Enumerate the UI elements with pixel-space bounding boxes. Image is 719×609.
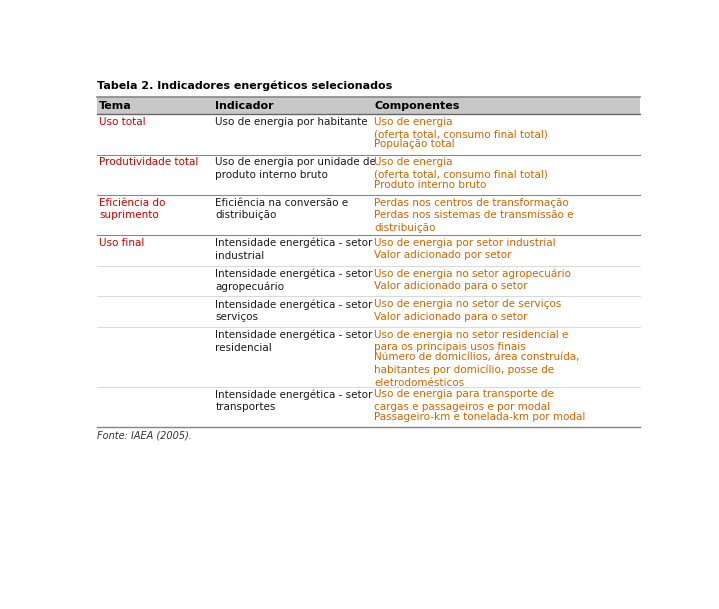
Text: Intensidade energética - setor
industrial: Intensidade energética - setor industria… — [215, 238, 372, 261]
Text: Tema: Tema — [99, 100, 132, 111]
Text: Uso de energia por setor industrial: Uso de energia por setor industrial — [374, 238, 556, 248]
Text: Número de domicílios, área construída,
habitantes por domicílio, posse de
eletro: Número de domicílios, área construída, h… — [374, 352, 580, 387]
Text: Componentes: Componentes — [374, 100, 459, 111]
Text: Perdas nos centros de transformação: Perdas nos centros de transformação — [374, 198, 569, 208]
Text: Uso de energia por habitante: Uso de energia por habitante — [215, 117, 368, 127]
Text: Intensidade energética - setor
serviços: Intensidade energética - setor serviços — [215, 299, 372, 322]
Text: Uso de energia
(oferta total, consumo final total): Uso de energia (oferta total, consumo fi… — [374, 158, 548, 180]
Bar — [96, 97, 641, 114]
Text: Uso de energia para transporte de
cargas e passageiros e por modal: Uso de energia para transporte de cargas… — [374, 389, 554, 412]
Text: Perdas nos sistemas de transmissão e
distribuição: Perdas nos sistemas de transmissão e dis… — [374, 210, 574, 233]
Text: Uso de energia no setor residencial e
para os principais usos finais: Uso de energia no setor residencial e pa… — [374, 330, 569, 353]
Text: Uso de energia por unidade de
produto interno bruto: Uso de energia por unidade de produto in… — [215, 158, 376, 180]
Text: Uso de energia
(oferta total, consumo final total): Uso de energia (oferta total, consumo fi… — [374, 117, 548, 139]
Text: Eficiência do
suprimento: Eficiência do suprimento — [99, 198, 165, 220]
Text: Valor adicionado por setor: Valor adicionado por setor — [374, 250, 511, 261]
Text: Uso total: Uso total — [99, 117, 146, 127]
Text: Eficiência na conversão e
distribuição: Eficiência na conversão e distribuição — [215, 198, 349, 220]
Text: Produtividade total: Produtividade total — [99, 158, 198, 167]
Text: Fonte: IAEA (2005).: Fonte: IAEA (2005). — [96, 431, 191, 441]
Text: Intensidade energética - setor
transportes: Intensidade energética - setor transport… — [215, 389, 372, 412]
Text: Passageiro-km e tonelada-km por modal: Passageiro-km e tonelada-km por modal — [374, 412, 585, 421]
Text: População total: População total — [374, 139, 454, 149]
Text: Uso de energia no setor agropecuário: Uso de energia no setor agropecuário — [374, 269, 571, 279]
Text: Valor adicionado para o setor: Valor adicionado para o setor — [374, 281, 528, 291]
Text: Intensidade energética - setor
residencial: Intensidade energética - setor residenci… — [215, 330, 372, 353]
Text: Valor adicionado para o setor: Valor adicionado para o setor — [374, 312, 528, 322]
Text: Indicador: Indicador — [215, 100, 274, 111]
Text: Tabela 2. Indicadores energéticos selecionados: Tabela 2. Indicadores energéticos seleci… — [96, 80, 392, 91]
Text: Uso de energia no setor de serviços: Uso de energia no setor de serviços — [374, 299, 562, 309]
Text: Uso final: Uso final — [99, 238, 145, 248]
Text: Produto interno bruto: Produto interno bruto — [374, 180, 487, 189]
Text: Intensidade energética - setor
agropecuário: Intensidade energética - setor agropecuá… — [215, 269, 372, 292]
